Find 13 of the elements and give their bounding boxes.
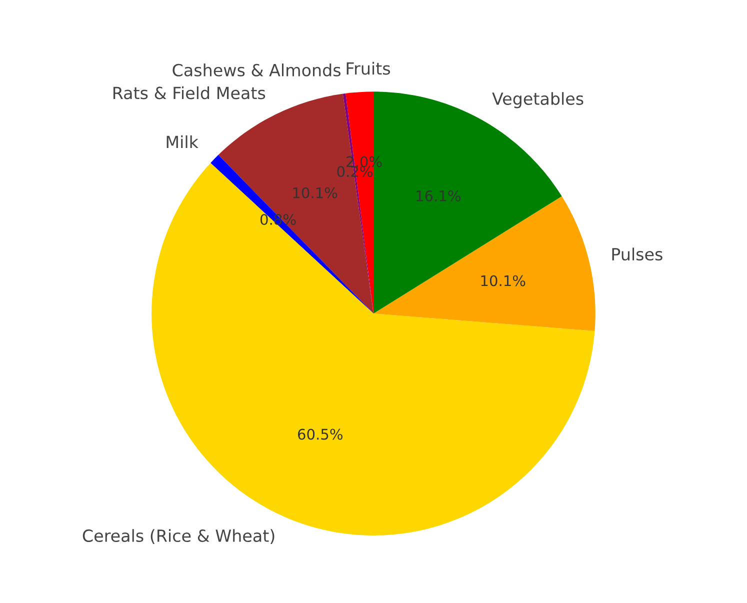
slice-label: Pulses bbox=[612, 248, 662, 261]
data-label: 10.1% bbox=[481, 275, 526, 286]
slice-label: Cereals (Rice & Wheat) bbox=[82, 529, 274, 544]
slice-label: Milk bbox=[166, 135, 198, 148]
data-label: 10.1% bbox=[293, 187, 338, 198]
slice-label: Cashews & Almonds bbox=[172, 64, 341, 76]
data-label: 60.5% bbox=[298, 428, 342, 440]
slice-label: Rats & Field Meats bbox=[113, 86, 266, 100]
data-label: 0.8% bbox=[260, 214, 296, 225]
data-label: 16.1% bbox=[416, 190, 460, 202]
data-label: 0.2% bbox=[337, 166, 372, 178]
slice-label: Vegetables bbox=[492, 92, 584, 108]
slice-label: Fruits bbox=[346, 62, 390, 75]
